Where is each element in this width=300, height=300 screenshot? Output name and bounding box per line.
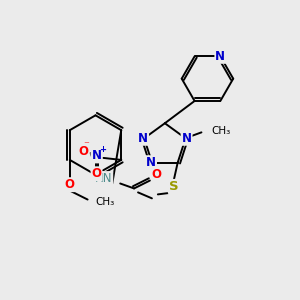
Text: +: +	[99, 145, 106, 154]
Text: O: O	[65, 178, 75, 191]
Text: O: O	[79, 146, 88, 158]
Text: CH₃: CH₃	[211, 126, 231, 136]
Text: ⁻: ⁻	[84, 140, 89, 150]
Text: N: N	[146, 156, 156, 169]
Text: S: S	[169, 180, 178, 193]
Text: HN: HN	[95, 172, 112, 185]
Text: CH₃: CH₃	[95, 196, 115, 206]
Text: N: N	[92, 149, 101, 162]
Text: O: O	[92, 167, 101, 180]
Text: N: N	[138, 132, 148, 145]
Text: O: O	[152, 168, 162, 181]
Text: N: N	[182, 132, 192, 145]
Text: N: N	[215, 50, 225, 63]
